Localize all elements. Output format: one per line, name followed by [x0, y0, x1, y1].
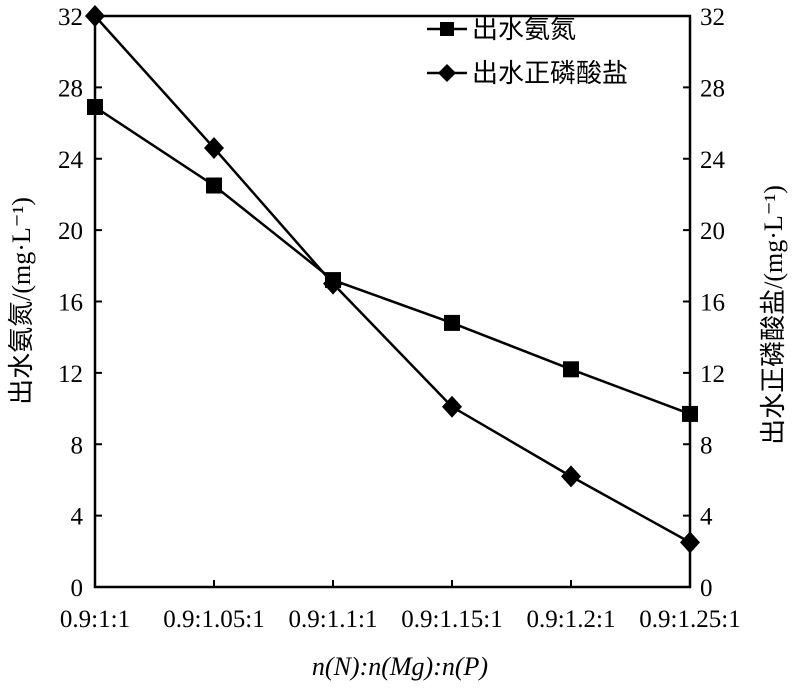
y-tick-label-right: 12 [700, 361, 725, 388]
data-point-diamond [680, 531, 700, 554]
y-tick-label-right: 0 [700, 575, 713, 602]
legend-diamond-marker [438, 64, 456, 82]
y-tick-label-right: 32 [700, 4, 725, 31]
x-tick-label: 0.9:1.25:1 [639, 606, 740, 633]
y-tick-label-left: 24 [58, 147, 84, 174]
data-point-diamond [442, 395, 462, 418]
legend-label-phosphate: 出水正磷酸盐 [472, 59, 628, 88]
x-tick-label: 0.9:1:1 [60, 606, 130, 633]
data-point-diamond [323, 272, 343, 295]
y-axis-label-left: 出水氨氮/(mg·L⁻¹) [7, 197, 36, 405]
x-tick-label: 0.9:1.1:1 [289, 606, 378, 633]
y-axis-label-right: 出水正磷酸盐/(mg·L⁻¹) [759, 185, 788, 445]
data-point-diamond [85, 5, 105, 27]
x-tick-label: 0.9:1.2:1 [527, 606, 616, 633]
data-point-square [206, 177, 222, 194]
y-tick-label-left: 20 [58, 218, 83, 245]
y-tick-label-right: 8 [700, 432, 713, 459]
y-tick-label-left: 12 [58, 361, 83, 388]
data-point-square [444, 314, 460, 331]
y-tick-label-left: 28 [58, 75, 83, 102]
legend-label-ammonia: 出水氨氮 [472, 15, 576, 44]
x-tick-label: 0.9:1.15:1 [401, 606, 502, 633]
x-tick-label: 0.9:1.05:1 [163, 606, 264, 633]
y-tick-label-right: 20 [700, 218, 725, 245]
data-point-square [563, 361, 579, 378]
legend-square-marker [440, 22, 454, 36]
data-point-diamond [204, 137, 224, 160]
y-tick-label-left: 0 [71, 575, 84, 602]
y-tick-label-right: 24 [700, 147, 726, 174]
y-tick-label-right: 28 [700, 75, 725, 102]
y-tick-label-left: 4 [71, 504, 84, 531]
y-tick-label-right: 16 [700, 290, 725, 317]
y-tick-label-right: 4 [700, 504, 713, 531]
series-line-0 [94, 105, 691, 416]
y-tick-label-left: 8 [71, 432, 84, 459]
series-line-1 [94, 15, 691, 544]
y-tick-label-left: 16 [58, 290, 83, 317]
x-axis-label: n(N):n(Mg):n(P) [312, 652, 488, 681]
data-point-diamond [561, 465, 581, 488]
legend: 出水氨氮 出水正磷酸盐 [427, 15, 628, 88]
data-point-square [87, 99, 103, 116]
y-tick-label-left: 32 [58, 4, 83, 31]
data-point-square [682, 405, 698, 422]
